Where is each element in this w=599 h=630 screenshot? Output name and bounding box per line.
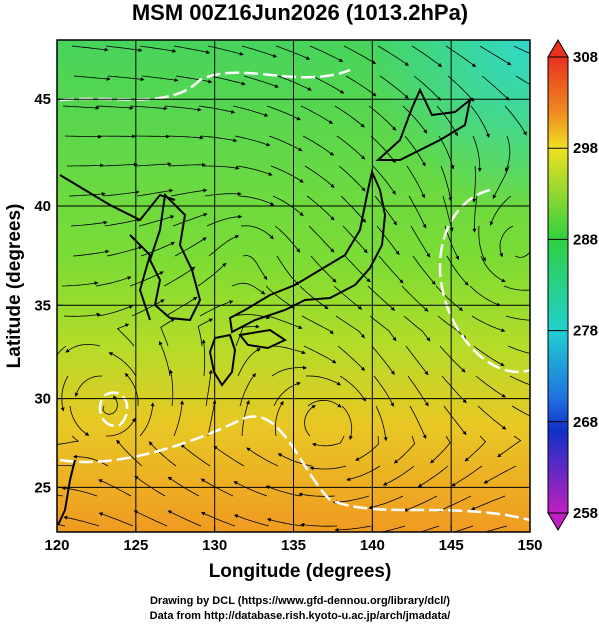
x-tick-label: 150: [517, 537, 542, 554]
y-tick-label: 40: [34, 198, 51, 215]
colorbar-top-extend: [548, 40, 568, 57]
streamline: [38, 465, 74, 466]
colorbar-tick-label: 258: [573, 505, 598, 522]
x-tick-label: 125: [123, 537, 148, 554]
colorbar-tick-label: 298: [573, 140, 598, 157]
colorbar-tick-label: 278: [573, 323, 598, 340]
x-tick-label: 140: [360, 537, 385, 554]
y-tick-label: 30: [34, 391, 51, 408]
footer-credit: Drawing by DCL (https://www.gfd-dennou.o…: [150, 595, 450, 607]
y-tick-label: 45: [34, 91, 51, 108]
y-tick-label: 25: [34, 479, 51, 496]
y-axis-label: Latitude (degrees): [4, 204, 25, 369]
x-tick-label: 135: [281, 537, 306, 554]
colorbar-tick-label: 288: [573, 231, 598, 248]
colorbar: [548, 57, 568, 513]
colorbar-bottom-extend: [548, 513, 568, 530]
map-plot: [27, 40, 547, 537]
y-tick-label: 35: [34, 297, 51, 314]
footer-source: Data from http://database.rish.kyoto-u.a…: [150, 610, 451, 622]
x-axis-label: Longitude (degrees): [209, 561, 392, 582]
x-tick-label: 145: [439, 537, 464, 554]
colorbar-tick-label: 308: [573, 49, 598, 66]
colorbar-tick-label: 268: [573, 414, 598, 431]
title: MSM 00Z16Jun2026 (1013.2hPa): [132, 0, 468, 25]
x-tick-label: 120: [44, 537, 69, 554]
x-tick-label: 130: [202, 537, 227, 554]
